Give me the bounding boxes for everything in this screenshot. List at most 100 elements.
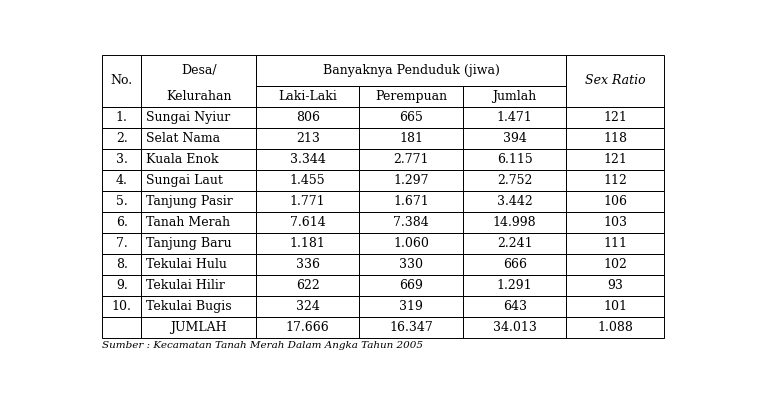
Text: 1.060: 1.060 (393, 237, 429, 250)
Text: 1.297: 1.297 (394, 174, 429, 187)
Text: Perempuan: Perempuan (375, 90, 447, 103)
Bar (566, 233, 664, 254)
Text: 101: 101 (603, 300, 627, 313)
Bar (566, 149, 664, 170)
Bar (142, 170, 256, 191)
Text: 14.998: 14.998 (493, 216, 536, 229)
Text: 1.: 1. (116, 111, 128, 124)
Text: 1.291: 1.291 (497, 279, 532, 292)
Bar (102, 275, 142, 296)
Text: 665: 665 (399, 111, 423, 124)
Bar (566, 275, 664, 296)
Text: Kuala Enok: Kuala Enok (146, 153, 219, 166)
Bar (463, 212, 566, 233)
Bar (463, 107, 566, 128)
Text: 324: 324 (296, 300, 319, 313)
Bar (256, 212, 359, 233)
Bar (566, 296, 664, 317)
Bar (359, 212, 463, 233)
Text: 112: 112 (604, 174, 627, 187)
Bar (359, 275, 463, 296)
Bar (142, 107, 256, 128)
Text: 1.771: 1.771 (290, 195, 326, 208)
Bar (142, 149, 256, 170)
Text: 669: 669 (399, 279, 423, 292)
Text: Desa/: Desa/ (181, 64, 217, 77)
Bar (142, 233, 256, 254)
Bar (256, 233, 359, 254)
Bar (142, 275, 256, 296)
Text: 7.: 7. (116, 237, 128, 250)
Bar (256, 107, 359, 128)
Text: 2.: 2. (116, 132, 128, 145)
Bar (102, 317, 142, 338)
Text: 622: 622 (296, 279, 319, 292)
Text: Sungai Laut: Sungai Laut (146, 174, 223, 187)
Text: 806: 806 (296, 111, 319, 124)
Text: 3.344: 3.344 (290, 153, 326, 166)
Bar (463, 254, 566, 275)
Bar (566, 254, 664, 275)
Bar (463, 296, 566, 317)
Bar (142, 191, 256, 212)
Bar (566, 212, 664, 233)
Text: 7.384: 7.384 (393, 216, 429, 229)
Bar (566, 128, 664, 149)
Bar (142, 55, 256, 107)
Text: 5.: 5. (116, 195, 128, 208)
Text: Sumber : Kecamatan Tanah Merah Dalam Angka Tahun 2005: Sumber : Kecamatan Tanah Merah Dalam Ang… (102, 341, 423, 350)
Bar (463, 170, 566, 191)
Text: 102: 102 (604, 258, 627, 271)
Text: 9.: 9. (116, 279, 128, 292)
Text: 111: 111 (603, 237, 627, 250)
Bar (359, 86, 463, 107)
Bar (256, 191, 359, 212)
Text: 7.614: 7.614 (290, 216, 326, 229)
Bar (463, 149, 566, 170)
Bar (102, 170, 142, 191)
Text: 17.666: 17.666 (286, 321, 329, 334)
Text: 103: 103 (603, 216, 627, 229)
Bar (359, 170, 463, 191)
Text: 121: 121 (604, 153, 627, 166)
Bar (142, 254, 256, 275)
Text: Tekulai Hilir: Tekulai Hilir (146, 279, 225, 292)
Text: 666: 666 (502, 258, 527, 271)
Bar (359, 233, 463, 254)
Text: Tanah Merah: Tanah Merah (146, 216, 231, 229)
Text: 3.442: 3.442 (497, 195, 532, 208)
Bar (142, 317, 256, 338)
Bar (566, 170, 664, 191)
Bar (102, 149, 142, 170)
Text: Sungai Nyiur: Sungai Nyiur (146, 111, 231, 124)
Bar (256, 86, 359, 107)
Bar (102, 107, 142, 128)
Text: 336: 336 (296, 258, 319, 271)
Bar (359, 191, 463, 212)
Bar (256, 317, 359, 338)
Text: 1.455: 1.455 (290, 174, 326, 187)
Text: 330: 330 (399, 258, 423, 271)
Text: 93: 93 (607, 279, 623, 292)
Text: 106: 106 (603, 195, 627, 208)
Text: 2.752: 2.752 (497, 174, 532, 187)
Bar (142, 128, 256, 149)
Text: 3.: 3. (116, 153, 128, 166)
Text: Jumlah: Jumlah (493, 90, 537, 103)
Bar (256, 296, 359, 317)
Text: Tekulai Bugis: Tekulai Bugis (146, 300, 232, 313)
Bar (256, 149, 359, 170)
Bar (256, 128, 359, 149)
Bar (359, 128, 463, 149)
Bar (359, 149, 463, 170)
Bar (463, 128, 566, 149)
Bar (256, 275, 359, 296)
Text: Banyaknya Penduduk (jiwa): Banyaknya Penduduk (jiwa) (322, 64, 499, 77)
Text: Selat Nama: Selat Nama (146, 132, 221, 145)
Text: 121: 121 (604, 111, 627, 124)
Text: 643: 643 (502, 300, 527, 313)
Text: 8.: 8. (116, 258, 128, 271)
Bar (566, 55, 664, 107)
Bar (463, 191, 566, 212)
Bar (142, 212, 256, 233)
